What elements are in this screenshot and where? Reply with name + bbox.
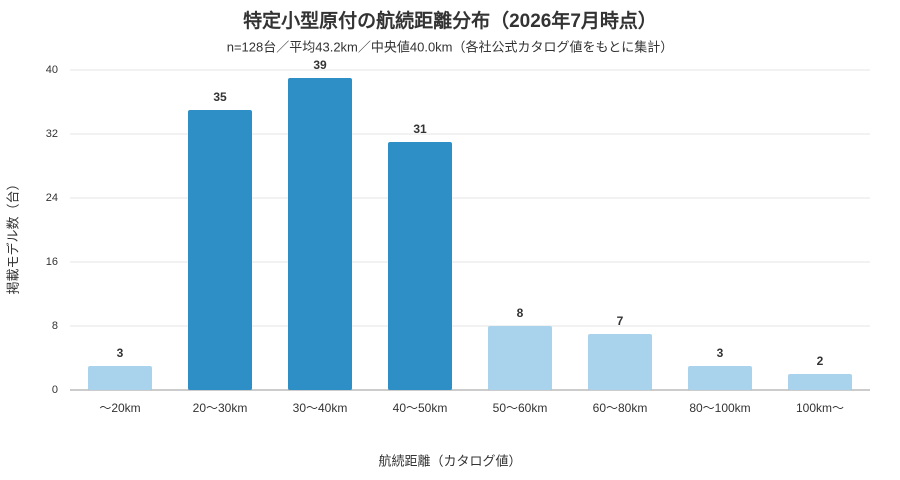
y-tick-label: 16	[46, 256, 58, 268]
x-tick-label: 30〜40km	[293, 401, 348, 415]
bar	[388, 142, 452, 390]
y-tick-label: 0	[52, 384, 58, 396]
y-axis-label: 掲載モデル数（台）	[5, 177, 20, 294]
bar	[788, 374, 852, 390]
x-tick-label: 40〜50km	[393, 401, 448, 415]
bar	[588, 334, 652, 390]
x-tick-label: 20〜30km	[193, 401, 248, 415]
value-label: 3	[117, 346, 124, 360]
x-tick-label: 80〜100km	[689, 401, 750, 415]
y-tick-label: 8	[52, 320, 58, 332]
y-tick-label: 40	[46, 64, 58, 76]
bar	[188, 110, 252, 390]
bar	[688, 366, 752, 390]
x-axis-label: 航続距離（カタログ値）	[378, 453, 521, 468]
value-label: 3	[717, 346, 724, 360]
value-label: 2	[817, 354, 824, 368]
x-tick-label: 〜20km	[99, 401, 140, 415]
y-tick-label: 32	[46, 128, 58, 140]
bar	[488, 326, 552, 390]
value-label: 31	[413, 122, 427, 136]
bar	[88, 366, 152, 390]
x-tick-label: 60〜80km	[593, 401, 648, 415]
chart-title: 特定小型原付の航続距離分布（2026年7月時点）	[243, 9, 657, 32]
value-label: 7	[617, 314, 624, 328]
value-label: 35	[213, 90, 227, 104]
bar	[288, 78, 352, 390]
chart-subtitle: n=128台／平均43.2km／中央値40.0km（各社公式カタログ値をもとに集…	[227, 39, 674, 54]
value-label: 39	[313, 58, 327, 72]
y-tick-label: 24	[46, 192, 58, 204]
x-tick-label: 100km〜	[796, 401, 844, 415]
value-label: 8	[517, 306, 524, 320]
x-tick-label: 50〜60km	[493, 401, 548, 415]
